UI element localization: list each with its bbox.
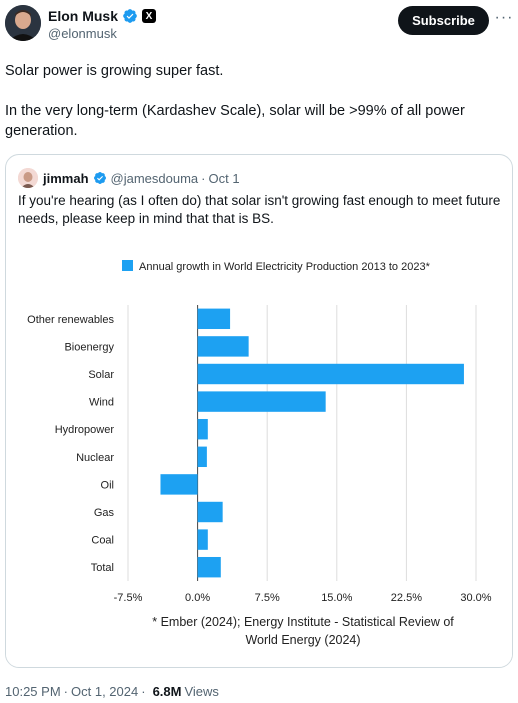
category-label: Oil bbox=[101, 479, 114, 491]
quote-author-name[interactable]: jimmah bbox=[43, 170, 89, 186]
tweet-date[interactable]: Oct 1, 2024 bbox=[71, 684, 139, 699]
quoted-tweet[interactable]: jimmah @jamesdouma · Oct 1 If you're hea… bbox=[5, 154, 513, 668]
quote-author-avatar[interactable] bbox=[18, 168, 38, 188]
chart-legend: Annual growth in World Electricity Produ… bbox=[122, 260, 431, 273]
views-label: Views bbox=[184, 684, 219, 699]
category-label: Total bbox=[91, 562, 114, 574]
x-tick-label: -7.5% bbox=[114, 592, 143, 604]
quote-text: If you're hearing (as I often do) that s… bbox=[18, 193, 501, 226]
category-label: Hydropower bbox=[55, 424, 115, 436]
category-label: Bioenergy bbox=[64, 341, 114, 353]
x-tick-label: 22.5% bbox=[391, 592, 422, 604]
growth-bar-chart: Annual growth in World Electricity Produ… bbox=[6, 245, 512, 665]
bar-oil bbox=[160, 474, 198, 495]
category-label: Wind bbox=[89, 397, 114, 409]
tweet-text-line-2: In the very long-term (Kardashev Scale),… bbox=[5, 103, 465, 139]
footer-separator: · bbox=[141, 684, 146, 699]
category-labels: Other renewables Bioenergy Solar Wind Hydrop… bbox=[27, 314, 114, 574]
quote-author-handle[interactable]: @jamesdouma bbox=[110, 170, 199, 186]
source-note-line-1: * Ember (2024); Energy Institute - Stati… bbox=[152, 615, 454, 629]
x-tick-label: 7.5% bbox=[255, 592, 280, 604]
quote-author-row: jimmah @jamesdouma · Oct 1 bbox=[43, 169, 240, 187]
x-tick-label: 15.0% bbox=[321, 592, 352, 604]
source-note-line-2: World Energy (2024) bbox=[245, 633, 360, 647]
views-count: 6.8M bbox=[152, 684, 182, 699]
more-options-icon[interactable]: ··· bbox=[494, 9, 514, 26]
bar-gas bbox=[197, 501, 223, 523]
footer-separator: · bbox=[63, 684, 68, 699]
quote-date[interactable]: Oct 1 bbox=[208, 170, 240, 186]
category-label: Coal bbox=[91, 535, 114, 547]
bar-bioenergy bbox=[197, 336, 249, 357]
x-logo-icon: X bbox=[142, 9, 157, 23]
bar-wind bbox=[197, 391, 326, 412]
tweet-footer: 10:25 PM · Oct 1, 2024 · 6.8M Views bbox=[5, 684, 219, 699]
author-handle[interactable]: @elonmusk bbox=[48, 26, 117, 41]
subscribe-button[interactable]: Subscribe bbox=[398, 6, 489, 35]
bar-coal bbox=[197, 529, 208, 550]
category-label: Gas bbox=[94, 507, 115, 519]
tweet-time[interactable]: 10:25 PM bbox=[5, 684, 61, 699]
author-name-row: Elon Musk X bbox=[48, 7, 157, 25]
bar-hydropower bbox=[197, 418, 208, 440]
bar-nuclear bbox=[197, 446, 207, 468]
legend-swatch bbox=[122, 260, 133, 271]
bar-total bbox=[197, 556, 221, 578]
x-tick-labels: -7.5% 0.0% 7.5% 15.0% 22.5% 30.0% bbox=[114, 592, 492, 604]
category-label: Nuclear bbox=[76, 452, 114, 464]
quote-separator: · bbox=[201, 170, 206, 186]
author-name[interactable]: Elon Musk bbox=[48, 8, 119, 24]
legend-label: Annual growth in World Electricity Produ… bbox=[139, 261, 431, 273]
category-label: Solar bbox=[88, 369, 114, 381]
category-label: Other renewables bbox=[27, 314, 114, 326]
tweet-header: Elon Musk X @elonmusk Subscribe ··· bbox=[0, 0, 518, 50]
bar-other-renewables bbox=[197, 308, 231, 330]
x-tick-label: 0.0% bbox=[185, 592, 210, 604]
verified-badge-icon bbox=[123, 9, 137, 23]
x-tick-label: 30.0% bbox=[460, 592, 491, 604]
tweet-text-line-1: Solar power is growing super fast. bbox=[5, 63, 224, 79]
bar-solar bbox=[197, 363, 464, 385]
verified-badge-icon bbox=[93, 172, 106, 184]
author-avatar[interactable] bbox=[5, 5, 41, 41]
chart-bars bbox=[160, 308, 464, 578]
